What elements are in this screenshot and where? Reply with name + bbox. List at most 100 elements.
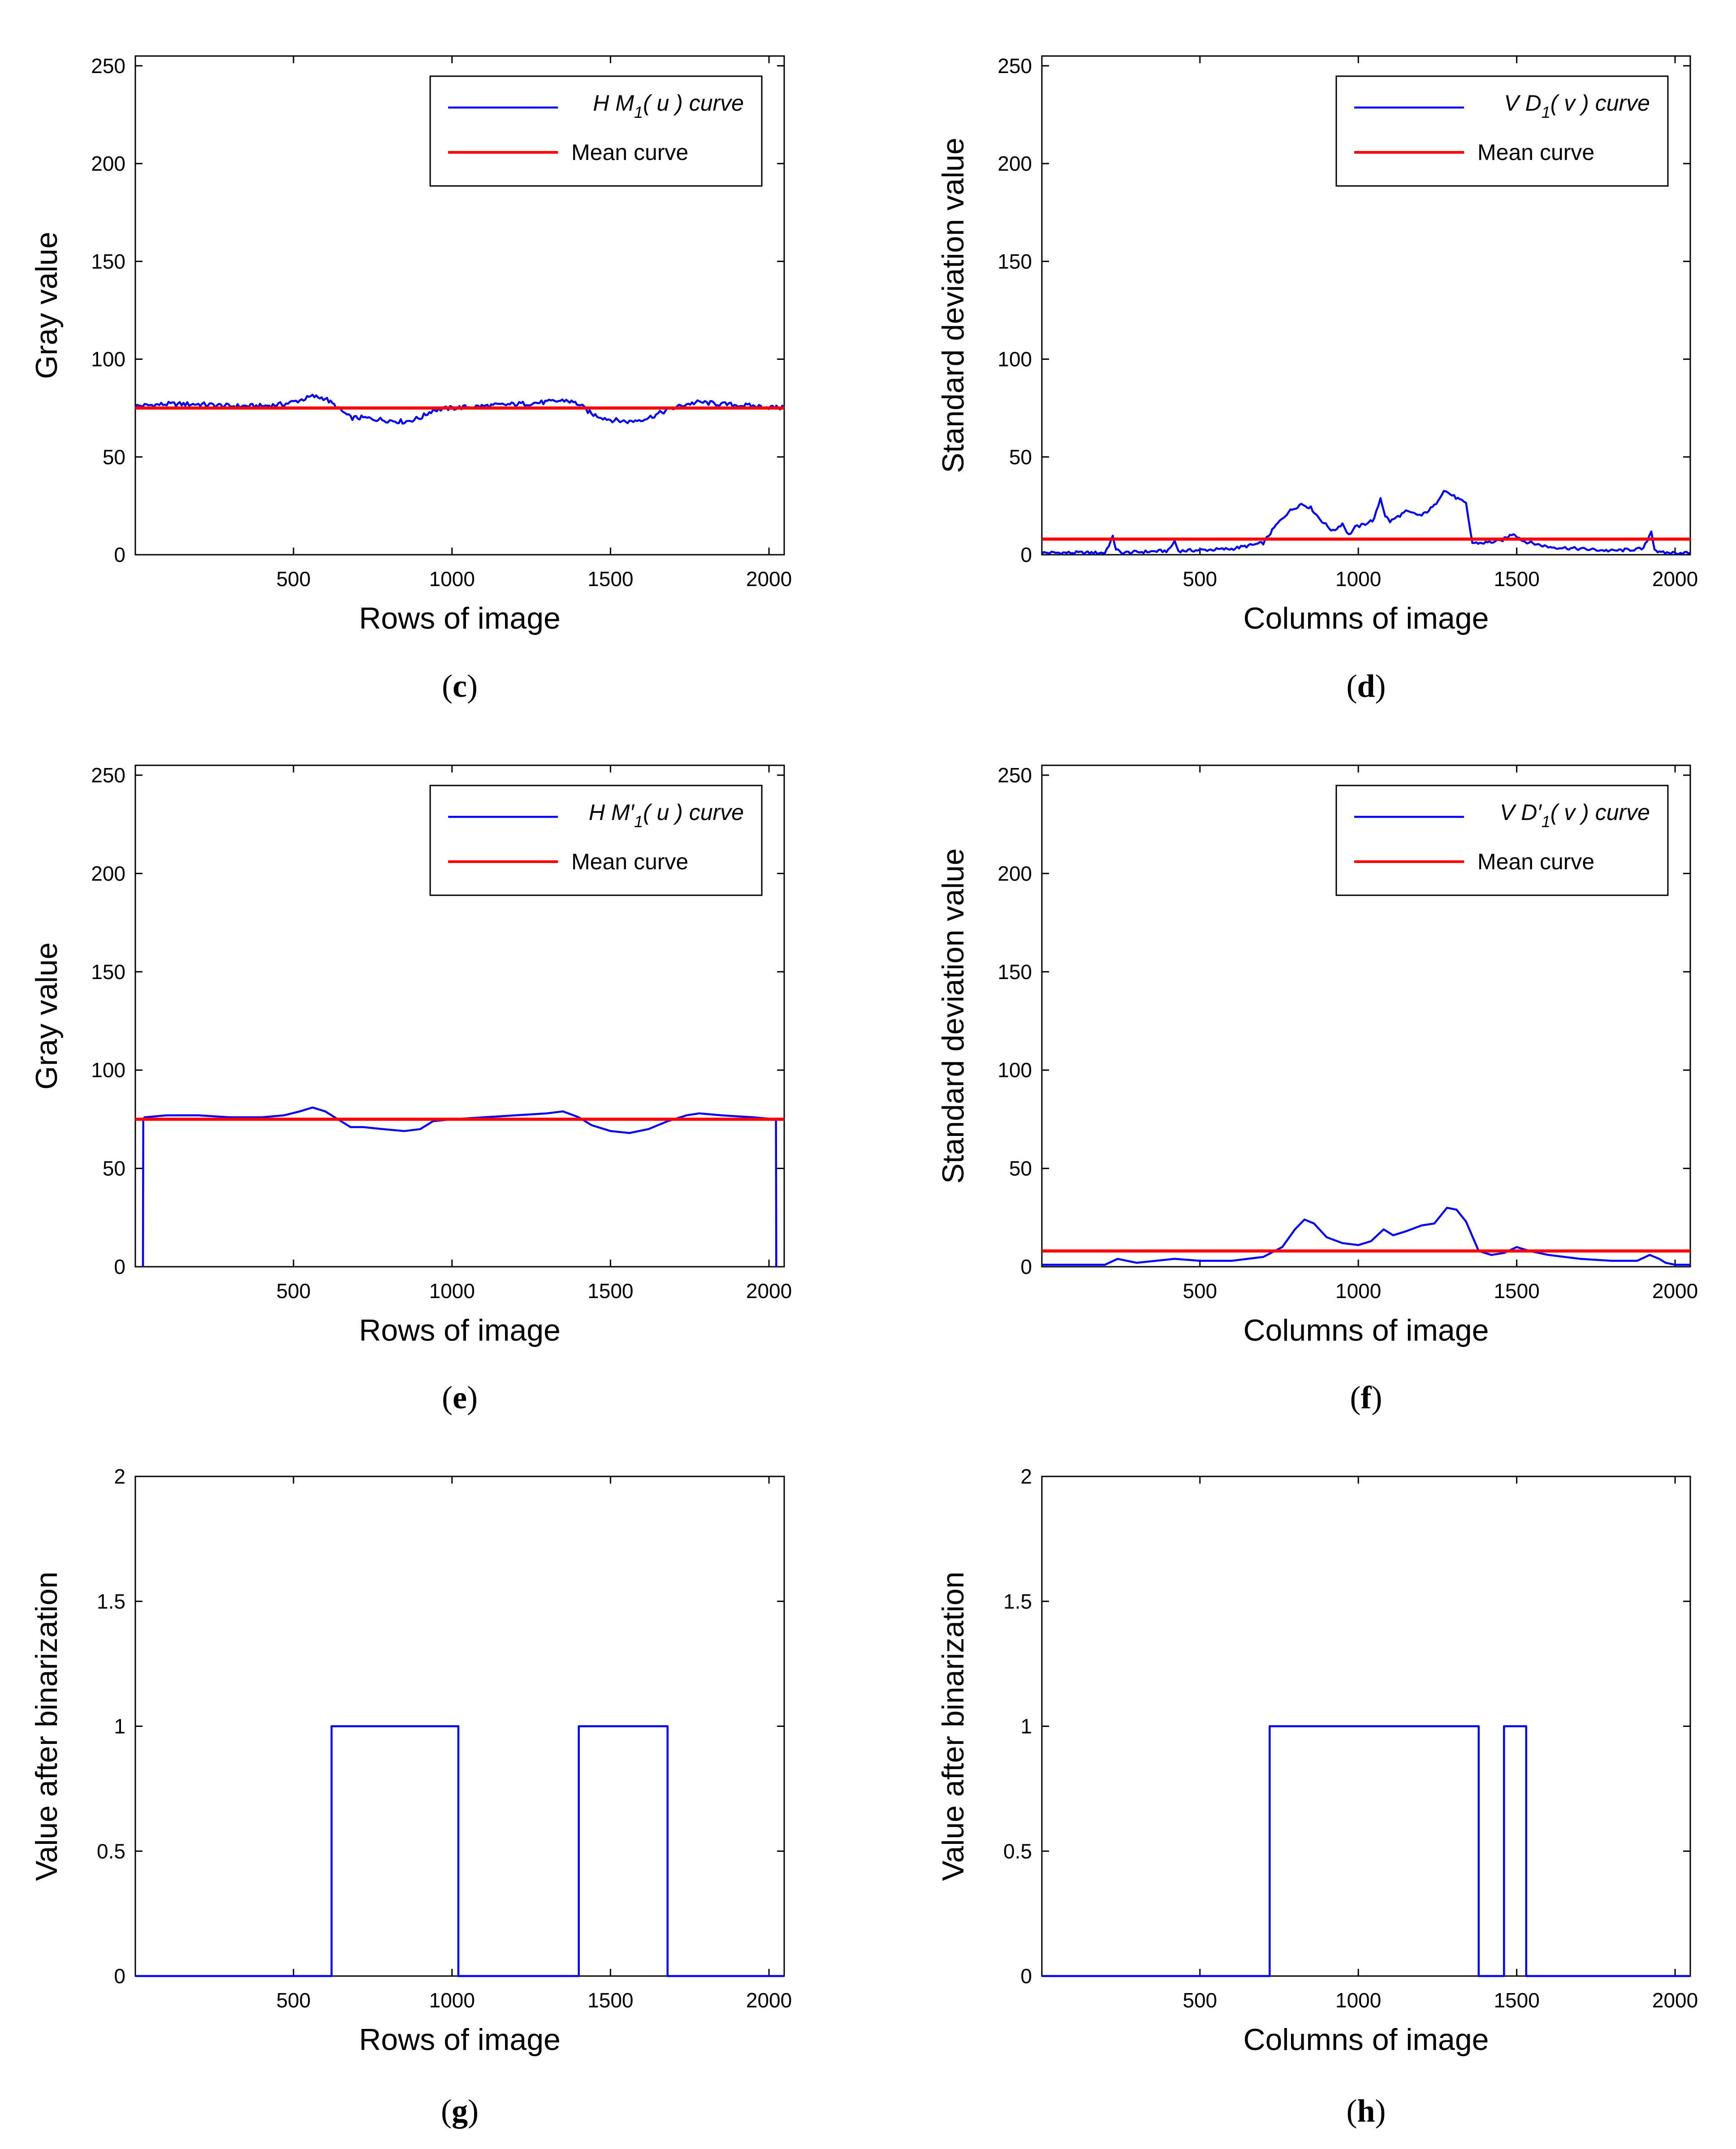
y-tick-label: 0.5 [1003, 1839, 1032, 1863]
legend-label: V D′1( v ) curve [1500, 800, 1650, 831]
y-tick-label: 150 [998, 960, 1032, 984]
y-tick-label: 0 [1020, 1964, 1032, 1988]
y-tick-label: 250 [998, 54, 1032, 78]
legend-label: H M′1( u ) curve [589, 800, 744, 831]
x-tick-label: 1500 [587, 1989, 633, 2012]
panel-caption: (c) [442, 668, 478, 704]
x-tick-label: 500 [276, 567, 311, 591]
y-tick-label: 250 [91, 764, 125, 787]
y-tick-label: 50 [1009, 1157, 1032, 1180]
x-axis-label: Columns of image [1243, 1313, 1489, 1347]
y-tick-label: 50 [1009, 445, 1032, 469]
x-tick-label: 1500 [1494, 567, 1539, 591]
x-tick-label: 1500 [1494, 1279, 1539, 1303]
legend: H M′1( u ) curve Mean curve [429, 785, 763, 896]
data-curve-line [1042, 1725, 1690, 1977]
y-tick-label: 50 [103, 1157, 125, 1180]
chart-e: 500 1000 1500 2000 0 50 100 150 200 250 Rows of im… [30, 764, 792, 1415]
legend-label: V D1( v ) curve [1504, 91, 1650, 121]
x-tick-label: 500 [276, 1279, 311, 1303]
x-tick-label: 1000 [429, 1989, 475, 2012]
x-tick-label: 1500 [587, 567, 633, 591]
y-tick-label: 1.5 [1003, 1590, 1032, 1613]
legend-label: Mean curve [571, 849, 688, 874]
y-tick-label: 1 [114, 1715, 125, 1738]
x-tick-label: 500 [276, 1989, 311, 2012]
y-tick-label: 0 [114, 1255, 125, 1278]
y-tick-label: 250 [998, 764, 1032, 787]
x-tick-label: 2000 [746, 567, 792, 591]
y-tick-label: 0 [114, 1964, 125, 1988]
legend-box [429, 785, 763, 896]
legend-label: H M1( u ) curve [593, 91, 744, 121]
panel-caption: (e) [442, 1380, 478, 1415]
x-axis-label: Rows of image [359, 2023, 561, 2057]
x-tick-label: 2000 [746, 1279, 792, 1303]
y-tick-label: 200 [91, 152, 125, 175]
x-tick-label: 2000 [1652, 1989, 1698, 2012]
x-axis-label: Columns of image [1243, 601, 1489, 635]
x-tick-label: 1000 [1335, 567, 1381, 591]
panel-caption: (g) [441, 2093, 479, 2129]
y-tick-label: 150 [91, 960, 125, 984]
x-tick-label: 1000 [1335, 1279, 1381, 1303]
y-tick-label: 100 [91, 1058, 125, 1082]
y-tick-label: 0 [1020, 1255, 1032, 1278]
y-axis-label: Gray value [30, 232, 64, 379]
y-tick-label: 0 [114, 543, 125, 566]
x-tick-label: 1500 [587, 1279, 633, 1303]
data-curve-line [135, 1725, 784, 1977]
legend-label: Mean curve [1477, 849, 1594, 874]
y-tick-label: 2 [1020, 1465, 1032, 1488]
y-tick-label: 250 [91, 54, 125, 78]
plot-frame [134, 1476, 785, 1977]
x-tick-label: 2000 [1652, 567, 1698, 591]
y-tick-label: 50 [103, 445, 125, 469]
x-tick-label: 1500 [1494, 1989, 1539, 2012]
y-tick-label: 150 [91, 250, 125, 273]
legend-box [1335, 75, 1669, 187]
panel-caption: (d) [1346, 668, 1386, 704]
x-tick-label: 1000 [429, 1279, 475, 1303]
y-tick-label: 200 [998, 862, 1032, 885]
y-tick-label: 0.5 [97, 1839, 125, 1863]
legend-box [429, 75, 763, 187]
y-axis-label: Value after binarization [936, 1571, 970, 1881]
y-tick-label: 100 [91, 348, 125, 371]
x-axis-label: Rows of image [359, 1313, 561, 1347]
y-axis-label: Gray value [30, 942, 64, 1090]
chart-d: 500 1000 1500 2000 0 50 100 150 200 250 Columns of… [936, 54, 1698, 704]
y-tick-label: 1 [1020, 1715, 1032, 1738]
chart-c: 500 1000 1500 2000 0 50 100 150 200 250 Rows of im… [30, 54, 792, 704]
x-tick-label: 2000 [746, 1989, 792, 2012]
chart-g: 500 1000 1500 2000 0 0.5 1 1.5 2 Rows of image Val… [30, 1465, 792, 2129]
x-tick-label: 1000 [1335, 1989, 1381, 2012]
y-axis-label: Standard deviation value [936, 138, 970, 473]
legend: V D1( v ) curve Mean curve [1335, 75, 1669, 187]
y-tick-label: 200 [91, 862, 125, 885]
chart-h: 500 1000 1500 2000 0 0.5 1 1.5 2 Columns of image… [936, 1465, 1698, 2129]
data-curve-line [1042, 1207, 1690, 1266]
panel-caption: (f) [1350, 1380, 1382, 1415]
y-axis-label: Value after binarization [30, 1571, 64, 1881]
x-tick-label: 500 [1183, 567, 1217, 591]
chart-f: 500 1000 1500 2000 0 50 100 150 200 250 Columns of… [936, 764, 1698, 1415]
x-tick-label: 1000 [429, 567, 475, 591]
x-axis-label: Columns of image [1243, 2023, 1489, 2057]
y-tick-label: 200 [998, 152, 1032, 175]
x-tick-label: 500 [1183, 1989, 1217, 2012]
y-tick-label: 100 [998, 1058, 1032, 1082]
legend-box [1335, 785, 1669, 896]
panel-caption: (h) [1346, 2093, 1386, 2129]
data-curve-line [1041, 490, 1691, 556]
legend-label: Mean curve [571, 140, 688, 165]
legend: H M1( u ) curve Mean curve [429, 75, 763, 187]
legend: V D′1( v ) curve Mean curve [1335, 785, 1669, 896]
legend-label: Mean curve [1477, 140, 1594, 165]
y-axis-label: Standard deviation value [936, 848, 970, 1184]
y-tick-label: 0 [1020, 543, 1032, 566]
y-tick-label: 1.5 [97, 1590, 125, 1613]
y-tick-label: 2 [114, 1465, 125, 1488]
y-tick-label: 150 [998, 250, 1032, 273]
